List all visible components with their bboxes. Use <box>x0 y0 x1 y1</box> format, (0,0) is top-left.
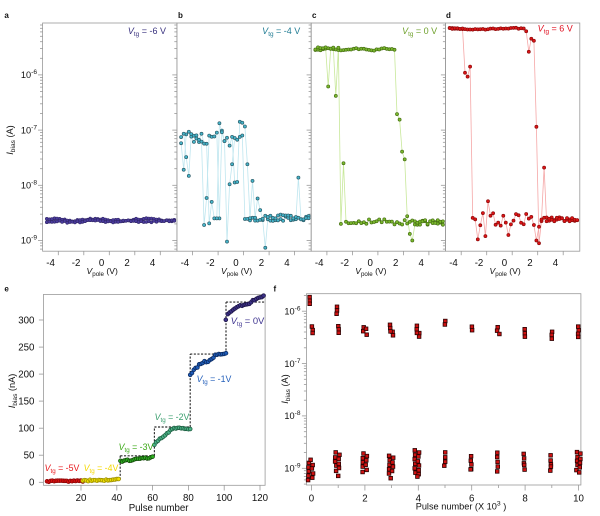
svg-text:6: 6 <box>469 493 474 504</box>
svg-text:4: 4 <box>419 258 425 269</box>
svg-text:50: 50 <box>24 451 35 462</box>
svg-text:80: 80 <box>183 493 194 504</box>
svg-text:100: 100 <box>216 493 233 504</box>
svg-text:10-6: 10-6 <box>284 305 300 316</box>
svg-text:2: 2 <box>259 258 264 269</box>
svg-text:Pulse number: Pulse number <box>129 503 190 514</box>
svg-text:-2: -2 <box>475 258 484 269</box>
svg-text:4: 4 <box>553 258 559 269</box>
svg-text:20: 20 <box>76 493 87 504</box>
svg-text:-4: -4 <box>46 258 55 269</box>
svg-text:10-7: 10-7 <box>21 124 37 135</box>
svg-text:10-9: 10-9 <box>21 235 37 246</box>
svg-text:a: a <box>4 11 9 20</box>
svg-text:0: 0 <box>309 493 315 504</box>
svg-text:b: b <box>178 11 183 20</box>
svg-text:10-9: 10-9 <box>284 463 300 474</box>
svg-text:120: 120 <box>252 493 269 504</box>
svg-text:-2: -2 <box>206 258 215 269</box>
svg-text:-4: -4 <box>181 258 190 269</box>
svg-text:300: 300 <box>18 315 35 326</box>
svg-text:d: d <box>446 11 451 20</box>
svg-text:60: 60 <box>147 493 158 504</box>
svg-text:0: 0 <box>29 478 35 489</box>
svg-text:100: 100 <box>18 424 35 435</box>
svg-text:f: f <box>274 285 277 294</box>
svg-text:-2: -2 <box>340 258 349 269</box>
svg-text:-4: -4 <box>449 258 458 269</box>
svg-text:-4: -4 <box>315 258 324 269</box>
svg-text:0: 0 <box>99 258 105 269</box>
svg-text:10-6: 10-6 <box>21 69 37 80</box>
svg-text:2: 2 <box>362 493 367 504</box>
svg-text:10-7: 10-7 <box>284 358 300 369</box>
svg-text:c: c <box>312 11 317 20</box>
svg-text:2: 2 <box>124 258 129 269</box>
svg-text:0: 0 <box>233 258 239 269</box>
svg-text:8: 8 <box>522 493 527 504</box>
svg-text:Pulse number (X 103 ): Pulse number (X 103 ) <box>416 500 507 511</box>
svg-text:2: 2 <box>527 258 532 269</box>
svg-text:0: 0 <box>502 258 508 269</box>
svg-text:4: 4 <box>416 493 422 504</box>
svg-text:10: 10 <box>573 493 584 504</box>
svg-text:150: 150 <box>18 397 35 408</box>
svg-text:10-8: 10-8 <box>284 410 300 421</box>
svg-text:40: 40 <box>111 493 122 504</box>
svg-text:200: 200 <box>18 370 35 381</box>
svg-text:4: 4 <box>150 258 156 269</box>
svg-text:10-8: 10-8 <box>21 180 37 191</box>
svg-text:e: e <box>4 285 9 294</box>
svg-text:4: 4 <box>284 258 290 269</box>
svg-text:0: 0 <box>368 258 374 269</box>
svg-text:250: 250 <box>18 342 35 353</box>
svg-text:2: 2 <box>393 258 398 269</box>
svg-text:-2: -2 <box>72 258 81 269</box>
